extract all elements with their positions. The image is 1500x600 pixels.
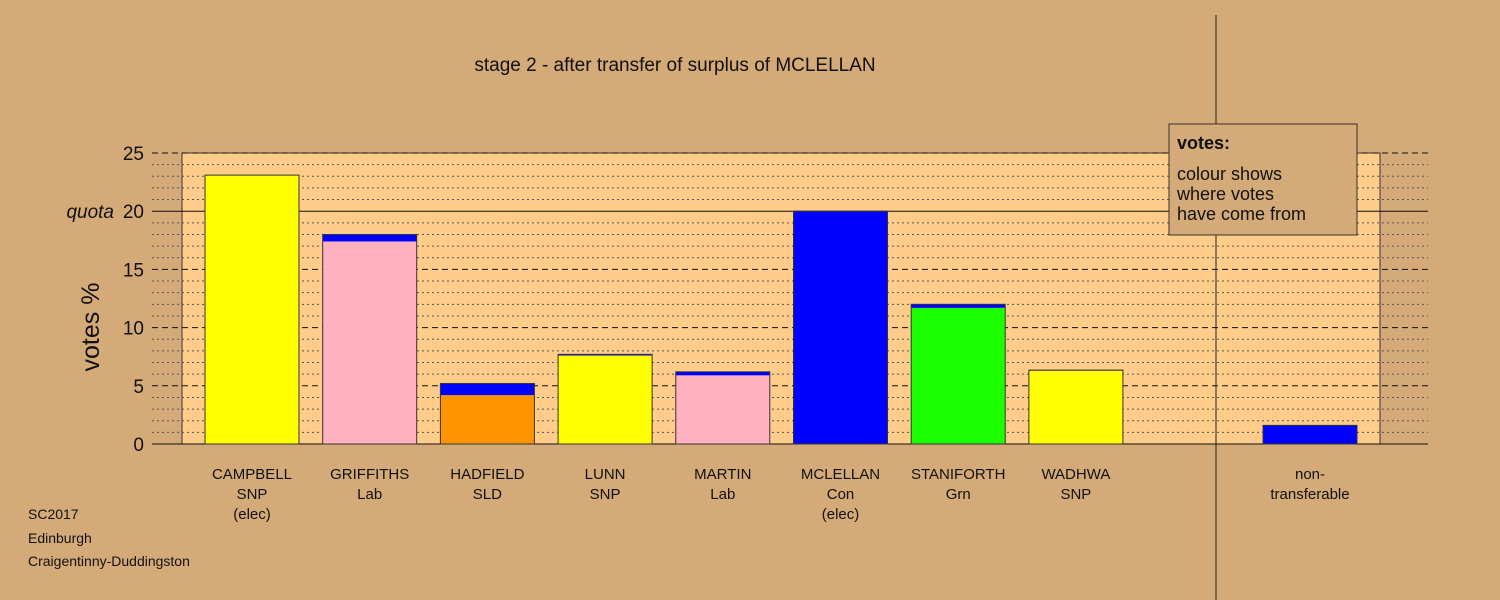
bar-segment-con (558, 354, 653, 356)
y-tick-label: 15 (123, 260, 144, 281)
candidate-party: SNP (1060, 486, 1091, 503)
y-tick-label: 0 (133, 435, 144, 456)
bar-segment-snp (1028, 370, 1123, 444)
bar-segment-con (675, 371, 770, 376)
bar-outline (1262, 424, 1358, 445)
candidate-party: SNP (237, 486, 268, 503)
y-tick-label: 10 (123, 319, 144, 340)
legend-line-3: have come from (1177, 204, 1306, 224)
bar-segment-grn (911, 307, 1006, 444)
bar-outline (675, 371, 771, 445)
bar-segment-lab (675, 375, 770, 444)
legend-line-1: colour shows (1177, 164, 1282, 184)
bar-outline (910, 303, 1006, 445)
candidate-party: SLD (473, 486, 502, 503)
bar-outline (439, 382, 535, 445)
candidate-name: MCLELLAN (801, 466, 880, 483)
bar-outline (1028, 369, 1124, 445)
bar-segment-snp (558, 355, 653, 444)
y-axis: 0 5 10 15 20 25 quota (66, 144, 144, 456)
candidate-party: SNP (590, 486, 621, 503)
candidate-party: Lab (357, 486, 382, 503)
candidate-party: Con (827, 486, 855, 503)
y-tick-label: 5 (133, 377, 144, 398)
footer-line-3: Craigentinny-Duddingston (28, 553, 190, 569)
legend-box: votes: colour shows where votes have com… (1168, 123, 1358, 236)
footer-line-1: SC2017 (28, 506, 79, 522)
candidate-name: WADHWA (1041, 466, 1110, 483)
bar-segment-con (1263, 425, 1357, 444)
bar-segment-con (911, 304, 1006, 308)
bars (204, 174, 1358, 445)
nontransferable-label: transferable (1270, 486, 1349, 503)
candidate-name: HADFIELD (450, 466, 524, 483)
bar-segment-lab (322, 241, 417, 444)
footer: SC2017 Edinburgh Craigentinny-Duddingsto… (28, 506, 190, 569)
candidate-status: (elec) (822, 506, 860, 523)
nontransferable-label: non- (1295, 466, 1325, 483)
bar-outline (557, 353, 653, 445)
y-tick-label: 20 (123, 202, 144, 223)
bar-segment-con (793, 211, 888, 444)
bar-segment-sld (440, 395, 535, 444)
quota-label: quota (66, 202, 114, 223)
candidate-name: STANIFORTH (911, 466, 1005, 483)
y-axis-label: votes % (77, 283, 105, 372)
bar-segment-con (440, 383, 535, 396)
legend-line-2: where votes (1176, 184, 1274, 204)
candidate-name: LUNN (585, 466, 626, 483)
candidate-party: Grn (946, 486, 971, 503)
bar-segment-snp (205, 175, 299, 444)
candidate-party: Lab (710, 486, 735, 503)
y-tick-label: 25 (123, 144, 144, 165)
bar-outline (793, 210, 888, 445)
chart-title: stage 2 - after transfer of surplus of M… (474, 55, 875, 76)
candidate-status: (elec) (233, 506, 271, 523)
candidate-name: GRIFFITHS (330, 466, 409, 483)
bar-outline (204, 174, 300, 445)
bar-segment-con (322, 234, 417, 242)
legend-title: votes: (1177, 133, 1230, 153)
x-axis-labels: CAMPBELL SNP (elec) GRIFFITHS Lab HADFIELD SLD… (212, 466, 1350, 523)
candidate-name: MARTIN (694, 466, 751, 483)
candidate-name: CAMPBELL (212, 466, 292, 483)
bar-outline (322, 233, 418, 445)
footer-line-2: Edinburgh (28, 530, 92, 546)
